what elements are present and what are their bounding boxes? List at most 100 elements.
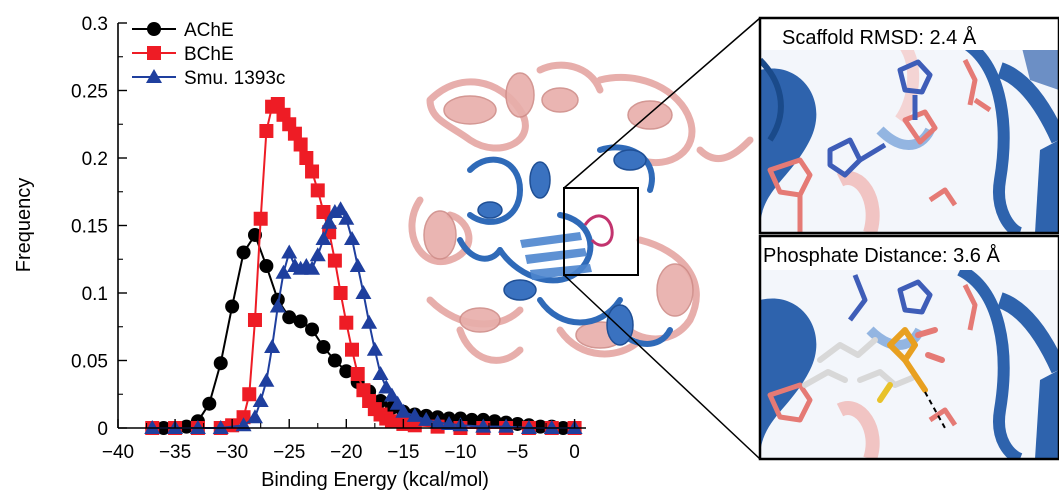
data-point (316, 340, 331, 354)
data-point (213, 356, 228, 371)
x-tick-label: −5 (507, 442, 529, 463)
data-point (270, 97, 285, 111)
data-point (315, 231, 332, 245)
x-tick-label: 0 (569, 442, 580, 463)
x-ticks: −40 −35 −30 −25 −20 −15 −10 −5 0 (102, 419, 580, 463)
data-point (366, 341, 383, 356)
inset-top-frame (758, 16, 1059, 235)
y-tick-label: 0 (97, 419, 108, 440)
data-point (316, 205, 331, 219)
data-point (202, 396, 217, 411)
protein-pink-ribbon (408, 61, 754, 364)
data-point (327, 253, 342, 268)
data-point (350, 367, 365, 381)
zoom-line-bottom (563, 274, 761, 460)
inset-bottom-title: Phosphate Distance: 3.6 Å (763, 244, 1000, 267)
x-axis-label: Binding Energy (kcal/mol) (261, 469, 489, 491)
zoom-box (563, 187, 639, 276)
y-tick-label: 0.05 (71, 352, 108, 373)
active-site-ligand (583, 214, 614, 247)
data-point (487, 414, 502, 429)
data-point (321, 214, 338, 229)
inset-bottom-frame (758, 234, 1059, 461)
legend-label: BChE (184, 44, 234, 65)
data-point (304, 260, 321, 275)
data-point (252, 393, 269, 407)
inset-bottom-residues (767, 274, 978, 427)
series-square (145, 97, 582, 435)
legend: AChE BChE Smu. 1393c (132, 20, 285, 89)
data-point (327, 353, 342, 368)
data-point (259, 259, 274, 273)
protein-structure-image (408, 17, 761, 460)
data-point (246, 409, 263, 424)
data-point (144, 420, 161, 434)
protein-blue-sheets (520, 232, 592, 280)
data-point (355, 285, 372, 299)
inset-top-title-bg (760, 18, 1059, 50)
data-point (361, 314, 378, 329)
data-point (236, 245, 251, 260)
x-tick-label: −40 (102, 442, 134, 463)
data-point (378, 379, 395, 394)
data-point (247, 313, 262, 327)
inset-top-ribbons (760, 34, 1059, 233)
data-point (345, 342, 359, 357)
data-point (333, 286, 348, 300)
series-layer (144, 97, 583, 435)
y-ticks: 0 0.05 0.1 0.15 0.2 0.25 0.3 (71, 14, 127, 440)
data-point (338, 210, 355, 225)
data-point (258, 372, 275, 387)
data-point (293, 314, 308, 329)
data-point (259, 124, 274, 138)
data-point (242, 387, 257, 402)
data-point (429, 414, 446, 429)
x-tick-label: −20 (330, 442, 362, 463)
data-point (309, 247, 326, 262)
data-point (520, 420, 537, 434)
data-point (275, 264, 292, 279)
phosphate-distance-line (924, 391, 946, 429)
zoom-line-top (563, 17, 761, 189)
data-point (282, 310, 297, 325)
data-point (247, 227, 262, 242)
data-point (310, 183, 325, 198)
data-point (475, 418, 492, 433)
y-tick-label: 0.2 (82, 149, 108, 170)
x-tick-label: −25 (273, 442, 305, 463)
data-point (269, 298, 286, 313)
x-tick-label: −10 (444, 442, 476, 463)
data-point (179, 419, 194, 434)
legend-marker (147, 22, 161, 36)
y-tick-label: 0.3 (82, 14, 108, 35)
data-point (264, 339, 281, 353)
data-point (293, 137, 308, 152)
data-point (406, 407, 423, 422)
legend-label: AChE (184, 20, 234, 41)
data-point (212, 420, 229, 434)
data-point (372, 366, 389, 380)
data-point (281, 244, 298, 259)
y-tick-label: 0.15 (71, 217, 108, 238)
data-point (498, 418, 515, 433)
data-point (339, 315, 354, 330)
data-point (349, 258, 366, 272)
data-point (395, 403, 412, 418)
data-point (253, 211, 268, 226)
data-point (356, 383, 371, 398)
data-point (299, 151, 314, 165)
x-tick-label: −30 (216, 442, 248, 463)
y-tick-label: 0.1 (82, 284, 108, 305)
legend-label: Smu. 1393c (184, 68, 285, 89)
data-point (344, 231, 360, 245)
data-point (533, 419, 548, 434)
data-point (225, 299, 240, 314)
protein-pink-helices (423, 72, 694, 349)
inset-phosphate-distance: Phosphate Distance: 3.6 Å (758, 234, 1059, 461)
data-point (389, 395, 406, 410)
x-tick-label: −15 (387, 442, 419, 463)
inset-scaffold-rmsd: Scaffold RMSD: 2.4 Å (758, 16, 1059, 235)
data-point (332, 201, 349, 216)
legend-marker (146, 69, 162, 83)
data-point (189, 420, 206, 434)
